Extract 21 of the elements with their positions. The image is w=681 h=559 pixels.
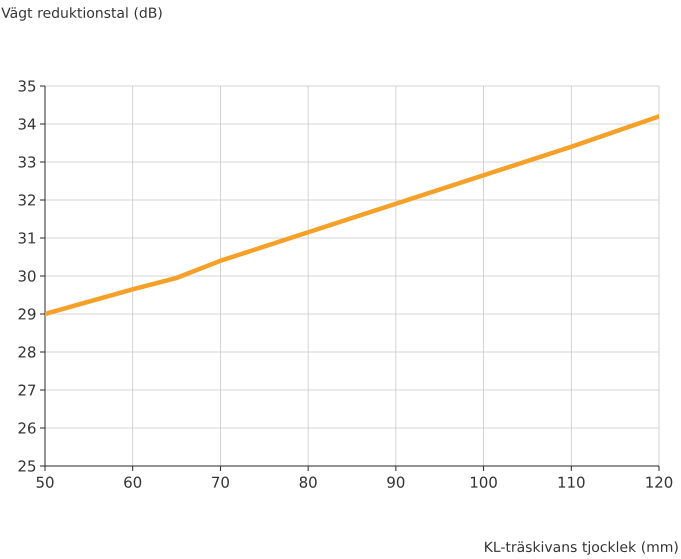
y-tick-label: 35 [18,80,36,92]
x-tick-label: 100 [470,476,497,488]
y-tick-label: 34 [18,118,36,130]
x-tick-label: 80 [300,476,317,488]
y-axis-title: Vägt reduktionstal (dB) [1,7,162,21]
x-axis-title: KL-träskivans tjocklek (mm) [485,541,678,555]
y-tick-label: 25 [18,460,36,472]
y-tick-label: 32 [18,194,35,206]
y-tick-label: 27 [18,384,36,396]
x-tick-label: 110 [558,476,585,488]
y-tick-label: 26 [18,422,36,434]
y-tick-label: 33 [18,156,36,168]
x-tick-label: 60 [124,476,142,488]
y-tick-label: 31 [18,232,36,244]
y-tick-label: 30 [18,270,36,282]
x-tick-label: 50 [36,476,54,488]
x-tick-label: 70 [212,476,229,488]
y-tick-label: 28 [18,346,36,358]
y-tick-label: 29 [18,308,36,320]
x-tick-label: 120 [646,476,672,488]
x-tick-label: 90 [387,476,404,488]
